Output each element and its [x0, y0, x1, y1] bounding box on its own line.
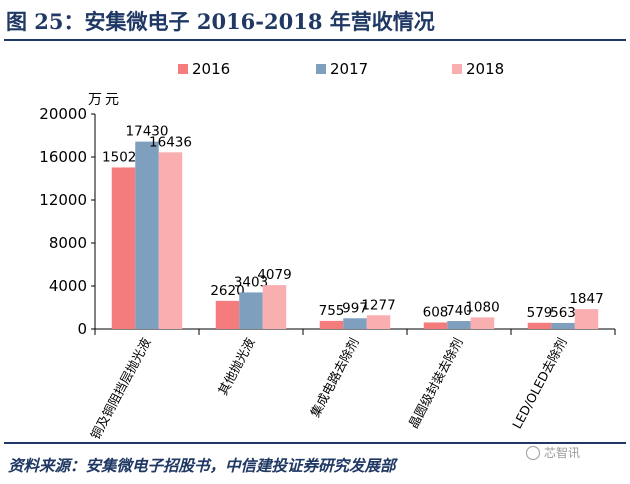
legend-item-2016: 2016 — [178, 60, 230, 78]
data-label-2017-1: 3403 — [234, 274, 268, 290]
data-label-2016-4: 579 — [527, 305, 553, 321]
data-label-2018-0: 16436 — [149, 134, 192, 150]
data-label-2016-1: 2620 — [210, 283, 244, 299]
figure-title: 图 25：安集微电子 2016-2018 年营收情况 — [6, 9, 435, 34]
data-label-2016-3: 608 — [423, 304, 449, 320]
bar-2018-3 — [470, 317, 495, 329]
x-category-label: 铜及铜阻挡层抛光液 — [88, 335, 154, 440]
bar-2016-0 — [111, 167, 136, 329]
x-category-label: 晶圆级封装去除剂 — [405, 335, 465, 430]
bar-2016-1 — [215, 300, 240, 329]
source-note: 资料来源：安集微电子招股书，中信建投证券研究发展部 — [8, 456, 396, 475]
bar-2017-3 — [447, 321, 471, 329]
title-divider — [4, 39, 626, 41]
bar-2017-2 — [343, 318, 367, 329]
data-label-2017-4: 563 — [550, 305, 576, 321]
bar-2016-2 — [319, 320, 344, 329]
bar-2018-2 — [366, 315, 391, 329]
bar-2017-4 — [551, 322, 575, 329]
bar-2018-1 — [262, 285, 287, 329]
bar-2018-0 — [158, 152, 183, 329]
bar-2017-1 — [239, 292, 263, 329]
y-tick-label: 16000 — [39, 148, 87, 166]
legend-item-2017: 2017 — [316, 60, 368, 78]
data-label-2018-4: 1847 — [569, 291, 603, 307]
data-label-2018-2: 1277 — [361, 297, 395, 313]
data-label-2016-0: 15028 — [102, 149, 145, 165]
data-label-2016-2: 755 — [319, 303, 345, 319]
y-tick-label: 8000 — [49, 234, 87, 252]
y-tick-label: 20000 — [39, 105, 87, 123]
data-label-2017-3: 740 — [446, 303, 472, 319]
legend-label-2016: 2016 — [192, 60, 231, 78]
y-tick-label: 0 — [77, 320, 87, 338]
bar-2018-4 — [574, 309, 599, 329]
bar-2016-4 — [527, 322, 552, 329]
chart-legend: 2016 2017 2018 — [0, 60, 630, 80]
bar-2017-0 — [135, 141, 159, 329]
data-label-2018-1: 4079 — [257, 267, 291, 283]
legend-swatch-2017 — [316, 64, 326, 74]
watermark: 芯智讯 — [526, 444, 580, 461]
x-category-label: 集成电路去除剂 — [307, 335, 361, 419]
y-tick-label: 12000 — [39, 191, 87, 209]
data-label-2018-3: 1080 — [465, 299, 499, 315]
legend-item-2018: 2018 — [452, 60, 504, 78]
source-divider — [4, 442, 626, 444]
y-tick-label: 4000 — [49, 277, 87, 295]
x-category-label: LED/OLED去除剂 — [509, 335, 569, 431]
data-label-2017-2: 997 — [342, 300, 368, 316]
bar-2016-3 — [423, 322, 448, 329]
wechat-icon — [526, 445, 540, 460]
legend-swatch-2018 — [452, 64, 462, 74]
y-axis-label: 万元 — [88, 92, 122, 108]
legend-label-2017: 2017 — [330, 60, 369, 78]
data-label-2017-0: 17430 — [126, 124, 169, 140]
legend-swatch-2016 — [178, 64, 188, 74]
legend-label-2018: 2018 — [466, 60, 505, 78]
watermark-text: 芯智讯 — [544, 446, 581, 460]
x-category-label: 其他抛光液 — [215, 335, 258, 398]
